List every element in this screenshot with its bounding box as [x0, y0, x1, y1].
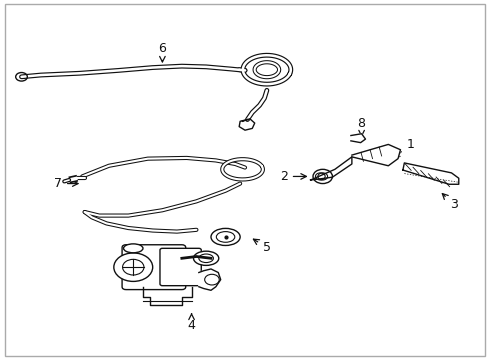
Ellipse shape [194, 251, 219, 265]
Polygon shape [352, 144, 400, 166]
Polygon shape [403, 163, 459, 184]
Polygon shape [311, 157, 352, 180]
Polygon shape [351, 134, 366, 143]
Circle shape [313, 169, 332, 184]
Ellipse shape [123, 244, 143, 253]
Text: 6: 6 [158, 42, 166, 62]
Text: 3: 3 [442, 194, 458, 211]
FancyBboxPatch shape [122, 245, 186, 289]
Text: 4: 4 [188, 314, 196, 332]
Circle shape [114, 253, 153, 282]
Polygon shape [199, 269, 221, 290]
Text: 8: 8 [358, 117, 366, 136]
Ellipse shape [211, 228, 240, 246]
Text: 1: 1 [394, 138, 414, 158]
FancyBboxPatch shape [160, 248, 201, 286]
Text: 5: 5 [253, 239, 271, 254]
Text: 7: 7 [54, 177, 78, 190]
Text: 2: 2 [280, 170, 306, 183]
